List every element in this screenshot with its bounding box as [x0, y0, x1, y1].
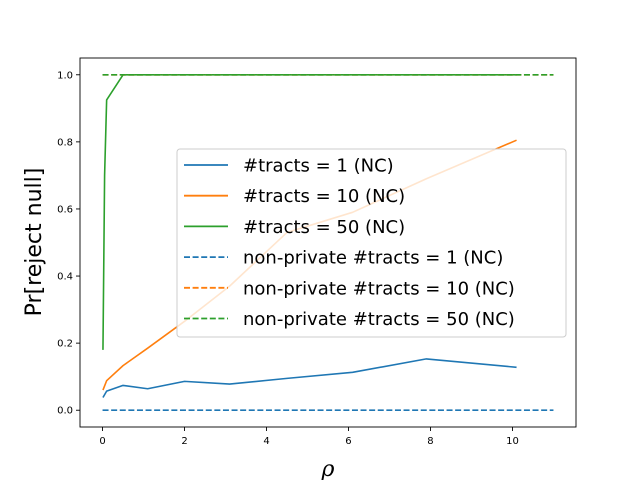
x-tick-label: 4 — [263, 436, 269, 447]
legend-label: #tracts = 50 (NC) — [243, 217, 405, 238]
legend-label: non-private #tracts = 10 (NC) — [243, 278, 515, 299]
y-tick-label: 0.6 — [57, 204, 73, 215]
y-tick-label: 0.2 — [57, 339, 73, 350]
legend-label: #tracts = 1 (NC) — [243, 156, 394, 177]
legend: #tracts = 1 (NC) #tracts = 10 (NC) #tracts… — [176, 148, 567, 338]
y-axis-label: Pr[reject null] — [22, 168, 47, 317]
axes-frame — [79, 57, 577, 428]
legend-label: non-private #tracts = 1 (NC) — [243, 248, 503, 269]
x-tick-label: 10 — [506, 436, 519, 447]
y-tick-label: 0.4 — [57, 272, 73, 283]
legend-box — [176, 148, 567, 338]
x-tick-label: 0 — [99, 436, 105, 447]
legend-label: #tracts = 10 (NC) — [243, 186, 405, 207]
x-tick-label: 8 — [427, 436, 433, 447]
y-tick-label: 1.0 — [57, 70, 73, 81]
x-tick-label: 6 — [345, 436, 351, 447]
y-tick-label: 0.0 — [57, 406, 73, 417]
series-line-1 — [102, 358, 517, 398]
legend-label: non-private #tracts = 50 (NC) — [243, 309, 515, 330]
x-tick-label: 2 — [181, 436, 187, 447]
axes: 0 2 4 6 8 10 0.0 0.2 0.4 0.6 0.8 1.0 — [57, 57, 577, 447]
y-tick-label: 0.8 — [57, 137, 73, 148]
x-axis-label: ρ — [321, 457, 335, 480]
